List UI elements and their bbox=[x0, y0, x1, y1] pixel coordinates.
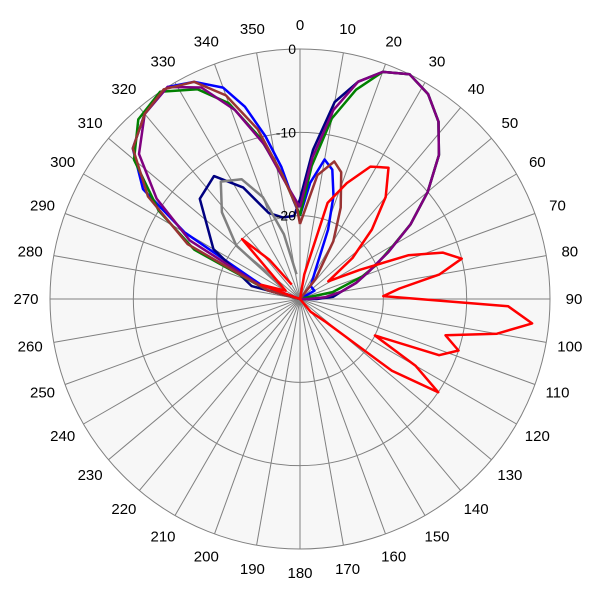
angle-tick-label: 270 bbox=[13, 291, 38, 308]
angle-spoke bbox=[53, 255, 301, 300]
angle-spoke bbox=[299, 298, 536, 385]
angle-tick-label: 150 bbox=[424, 528, 449, 545]
angle-spoke bbox=[299, 107, 462, 300]
angle-tick-label: 10 bbox=[339, 21, 356, 38]
series-group bbox=[131, 70, 534, 394]
angle-tick-label: 50 bbox=[502, 115, 519, 132]
angle-tick-label: 90 bbox=[566, 291, 583, 308]
angle-tick-label: 250 bbox=[30, 385, 55, 402]
angle-spoke bbox=[299, 298, 386, 535]
angle-tick-label: 290 bbox=[30, 197, 55, 214]
angle-spoke bbox=[214, 298, 301, 535]
angle-spoke bbox=[299, 82, 426, 300]
angle-tick-label: 260 bbox=[18, 339, 43, 356]
series-line bbox=[219, 177, 298, 292]
angle-spoke bbox=[299, 213, 536, 300]
angle-tick-label: 170 bbox=[335, 561, 360, 578]
radial-tick-label: -10 bbox=[276, 124, 296, 140]
angle-tick-label: 350 bbox=[240, 21, 265, 38]
angle-spoke bbox=[256, 52, 301, 300]
angle-tick-label: 130 bbox=[497, 467, 522, 484]
angle-spoke bbox=[174, 82, 301, 300]
angle-tick-label: 0 bbox=[296, 17, 304, 34]
angle-tick-label: 180 bbox=[287, 565, 312, 582]
angle-tick-label: 300 bbox=[50, 154, 75, 171]
series-line bbox=[137, 70, 441, 301]
angle-tick-label: 210 bbox=[150, 528, 175, 545]
angle-tick-label: 280 bbox=[18, 243, 43, 260]
angle-spoke bbox=[299, 298, 426, 516]
angle-spoke bbox=[256, 298, 301, 546]
angle-spoke bbox=[64, 298, 301, 385]
angle-tick-label: 100 bbox=[557, 339, 582, 356]
angle-tick-label: 140 bbox=[464, 501, 489, 518]
angle-spoke bbox=[83, 298, 301, 425]
angle-tick-label: 230 bbox=[78, 467, 103, 484]
angle-spoke bbox=[299, 298, 547, 343]
angle-spoke bbox=[138, 107, 301, 300]
angle-tick-label: 60 bbox=[529, 154, 546, 171]
angle-tick-label: 110 bbox=[546, 385, 570, 402]
angle-spoke bbox=[108, 298, 301, 461]
angle-spoke bbox=[174, 298, 301, 516]
angle-tick-label: 40 bbox=[468, 81, 485, 98]
angle-tick-label: 30 bbox=[429, 54, 446, 71]
series-line bbox=[131, 80, 343, 301]
angle-tick-label: 340 bbox=[194, 34, 219, 51]
angle-spoke bbox=[299, 137, 492, 300]
angle-tick-label: 120 bbox=[525, 428, 550, 445]
angle-spoke bbox=[299, 298, 462, 491]
angle-tick-label: 240 bbox=[50, 428, 75, 445]
radial-tick-label: 0 bbox=[288, 41, 296, 57]
angle-tick-label: 80 bbox=[561, 243, 578, 260]
angle-spoke bbox=[299, 63, 386, 300]
angle-tick-label: 190 bbox=[240, 561, 265, 578]
angle-spoke bbox=[53, 298, 301, 343]
angle-tick-label: 70 bbox=[549, 197, 566, 214]
angle-spoke bbox=[299, 52, 344, 300]
angle-tick-label: 200 bbox=[194, 549, 219, 566]
radial-tick-label: -20 bbox=[276, 208, 296, 224]
angle-spoke bbox=[138, 298, 301, 491]
series-line bbox=[240, 165, 534, 394]
angle-labels: 0 10 20 30 40 50 60 70 80 90 100 110 120 130 140 150 160… bbox=[13, 17, 582, 582]
angle-spoke bbox=[299, 298, 344, 546]
angle-tick-label: 160 bbox=[381, 549, 406, 566]
angle-tick-label: 310 bbox=[78, 115, 103, 132]
angle-tick-label: 220 bbox=[111, 501, 136, 518]
angle-tick-label: 330 bbox=[150, 54, 175, 71]
angle-tick-label: 20 bbox=[385, 34, 402, 51]
angle-tick-label: 320 bbox=[111, 81, 136, 98]
